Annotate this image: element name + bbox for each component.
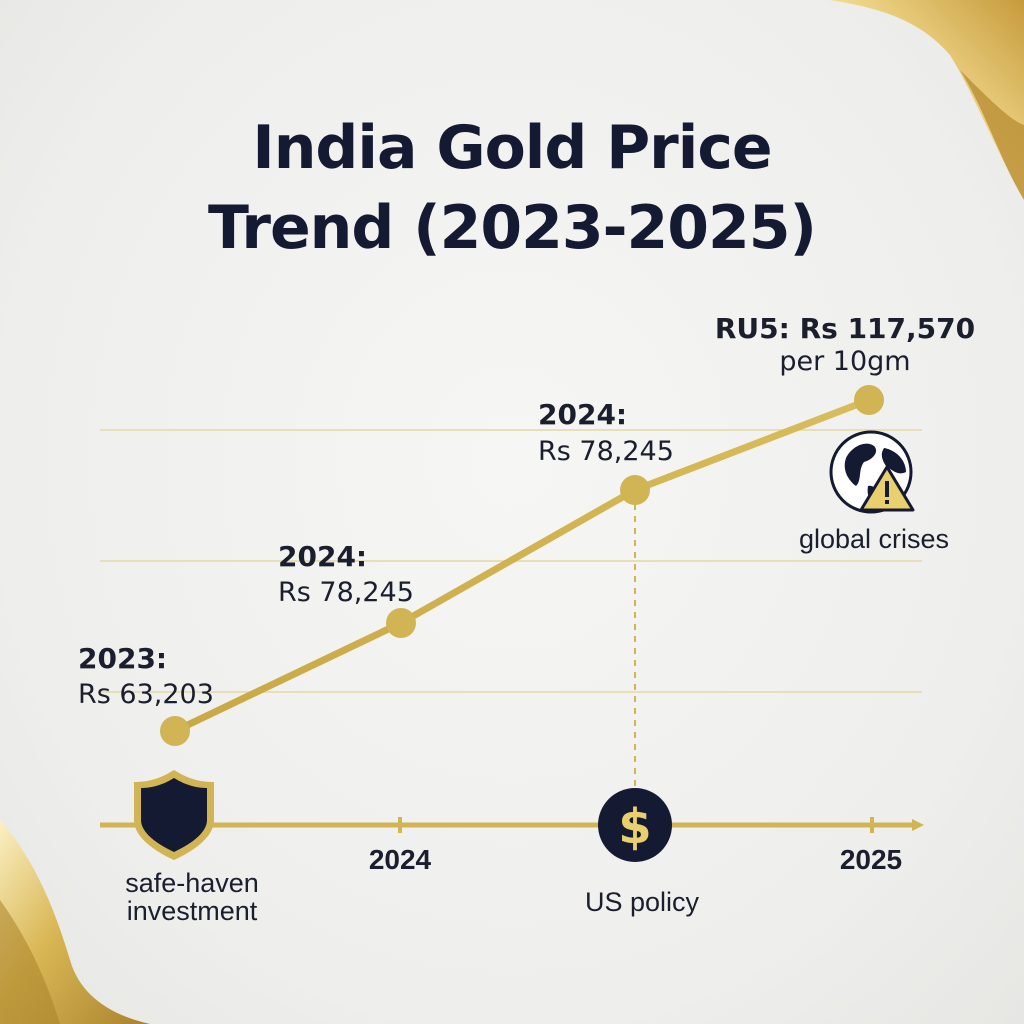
point-label-year: 2024: <box>278 540 367 573</box>
annotation-label: US policy <box>585 887 700 917</box>
annotation-label: global crises <box>799 524 949 554</box>
point-label-unit: per 10gm <box>779 346 910 377</box>
data-point <box>160 716 190 746</box>
x-tick-label: 2024 <box>369 844 432 875</box>
annotation-label: investment <box>127 896 258 926</box>
data-point <box>620 475 650 505</box>
data-point <box>854 385 884 415</box>
shield-icon <box>134 770 214 860</box>
title-line-1: India Gold Price <box>252 113 772 183</box>
x-tick-label: 2025 <box>840 844 902 875</box>
title-line-2: Trend (2023-2025) <box>208 193 817 263</box>
point-label-value: Rs 78,245 <box>538 436 674 467</box>
svg-text:$: $ <box>618 799 651 855</box>
point-label: RU5: Rs 117,570 per 10gm <box>715 312 975 377</box>
dollar-icon: $ <box>598 788 672 862</box>
point-label: 2024: Rs 78,245 <box>538 398 674 467</box>
point-label-value: Rs 63,203 <box>78 679 214 710</box>
globe-warning-icon <box>829 430 915 514</box>
ribbon-bottom-left-fold <box>0 900 60 1024</box>
point-label-value: Rs 78,245 <box>278 577 414 608</box>
point-label-value: RU5: Rs 117,570 <box>715 312 975 345</box>
ribbon-top-right <box>830 0 1024 200</box>
data-point <box>386 608 416 638</box>
point-label-year: 2023: <box>78 642 167 675</box>
page-title: India Gold Price Trend (2023-2025) <box>0 108 1024 268</box>
point-label: 2024: Rs 78,245 <box>278 540 414 608</box>
annotation-label: safe-haven <box>125 868 259 898</box>
point-label-year: 2024: <box>538 398 627 431</box>
series-line <box>171 396 873 735</box>
ribbon-top-right-fold <box>960 70 1024 200</box>
point-label: 2023: Rs 63,203 <box>78 642 214 710</box>
